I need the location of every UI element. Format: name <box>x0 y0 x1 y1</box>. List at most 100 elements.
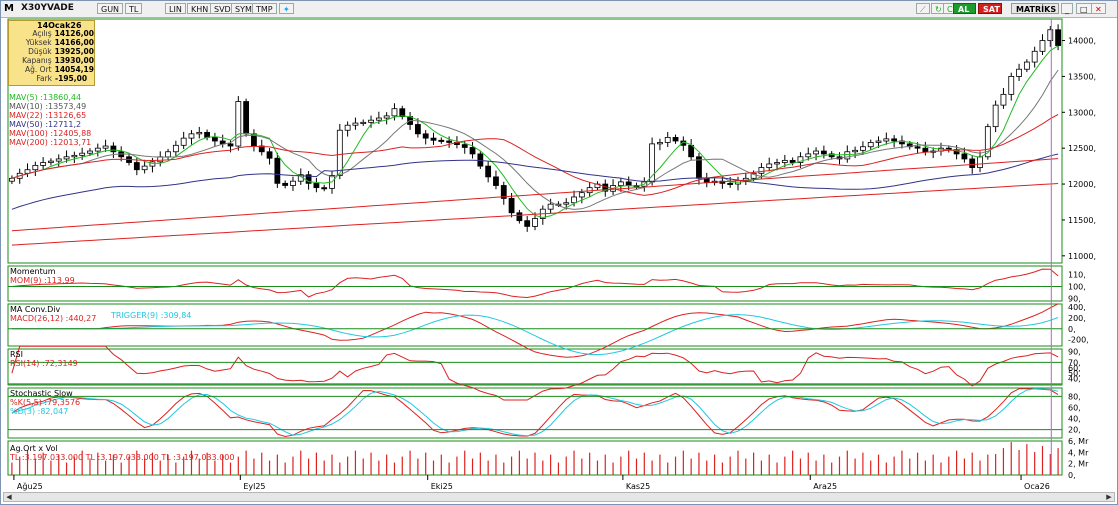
candle-body <box>1008 76 1015 95</box>
candle-body <box>789 159 796 163</box>
rsi-tick-label: 70, <box>1068 358 1081 367</box>
candle-body <box>891 138 898 142</box>
horizontal-scrollbar[interactable]: ◀ ▶ <box>3 492 1115 502</box>
scroll-left-icon[interactable]: ◀ <box>6 493 12 501</box>
candle-body <box>1023 61 1030 70</box>
x-axis-label: Ara25 <box>813 482 837 491</box>
resize-icon[interactable]: ⟋ <box>916 3 930 14</box>
minimize-icon[interactable]: _ <box>1061 3 1073 14</box>
candle-body <box>188 133 195 139</box>
candle-body <box>391 108 398 117</box>
candle-body <box>55 158 62 162</box>
mav10-line <box>11 69 1059 210</box>
candle-body <box>336 129 343 176</box>
candle-body <box>867 142 874 148</box>
candle-body <box>758 167 765 174</box>
info-high-label: Yüksek <box>25 37 52 47</box>
mav50-legend: MAV(50) :12711,2 <box>9 120 82 129</box>
candle-body <box>282 182 289 186</box>
candle-body <box>547 203 554 210</box>
macd-tick-label: 400, <box>1068 303 1086 312</box>
info-open-label: Açılış <box>32 29 52 38</box>
candle-body <box>414 124 421 135</box>
scroll-right-icon[interactable]: ▶ <box>1106 493 1112 501</box>
candle-body <box>110 145 117 153</box>
candle-body <box>657 142 663 145</box>
volume-legend: TL :3.197.033.000 TL :3.197.033.000 TL :… <box>10 453 235 462</box>
info-diff-value: -195,00 <box>55 73 88 83</box>
panel-macd <box>7 303 1063 347</box>
candle-body <box>141 165 148 171</box>
mav100-legend: MAV(100) :12405,88 <box>9 129 92 138</box>
panel-rsi <box>7 348 1063 386</box>
candle-body <box>274 157 281 184</box>
macd-title: MA Conv.Div <box>10 305 61 314</box>
candle-body <box>586 187 593 194</box>
candle-body <box>485 165 492 178</box>
candle-body <box>922 147 929 153</box>
info-low-value: 13925,00 <box>54 46 94 56</box>
candle-body <box>321 187 328 190</box>
mav100-line <box>11 158 1059 232</box>
toolbar-button-tmp[interactable]: TMP <box>252 3 277 14</box>
mav200-line <box>11 183 1059 246</box>
candle-body <box>243 101 250 135</box>
candle-body <box>805 153 812 158</box>
info-diff-label: Fark <box>36 73 52 83</box>
candle-body <box>79 152 86 156</box>
candle-body <box>94 147 101 152</box>
ohlc-info-box: 14Ocak26 Açılış 14126,00 Yüksek 14166,00 D… <box>8 20 95 86</box>
chart-canvas[interactable]: 14000, 13500, 13000, 12500, 12000, 11500, 1100… <box>1 1 1117 491</box>
candle-body <box>266 151 273 159</box>
candle-body <box>344 124 351 131</box>
stoch-tick-label: 20, <box>1068 426 1081 435</box>
volume-tick-label: 2, Mr <box>1068 460 1089 469</box>
volume-tick-label: 4, Mr <box>1068 448 1089 457</box>
momentum-title: Momentum <box>10 267 56 276</box>
info-close-value: 13930,00 <box>54 55 94 65</box>
candle-body <box>883 138 890 142</box>
candle-body <box>375 117 382 121</box>
candle-body <box>813 150 819 155</box>
twitter-icon[interactable]: ✦ <box>279 3 294 14</box>
candle-body <box>1055 29 1061 46</box>
candle-body <box>563 202 570 205</box>
price-tick-label: 13000, <box>1068 108 1096 117</box>
close-icon[interactable]: ✕ <box>1091 3 1106 14</box>
stoch-title: Stochastic Slow <box>10 389 73 398</box>
candle-body <box>750 172 757 179</box>
candle-body <box>852 149 859 153</box>
candle-body <box>63 156 70 160</box>
mav5-legend: MAV(5) :13860,44 <box>9 93 82 102</box>
symbol-label[interactable]: X30YVADE <box>21 3 74 13</box>
info-close-label: Kapanış <box>22 55 52 65</box>
candle-body <box>781 159 788 163</box>
macd-tick-label: 200, <box>1068 314 1086 323</box>
currency-button-tl[interactable]: TL <box>125 3 143 14</box>
candle-body <box>383 115 390 119</box>
stoch-k-legend: %K(5,5) :79,3576 <box>10 398 81 407</box>
buy-button[interactable]: AL <box>953 3 976 14</box>
candle-body <box>290 180 296 186</box>
period-button-gun[interactable]: GUN <box>97 3 124 14</box>
sell-button[interactable]: SAT <box>978 3 1002 14</box>
candle-body <box>438 139 445 142</box>
scale-button-lin[interactable]: LIN <box>165 3 186 14</box>
matriks-logo: M <box>4 3 14 14</box>
trigger-line <box>11 314 1059 356</box>
rsi-tick-label: 40, <box>1068 375 1081 384</box>
candle-body <box>992 104 999 128</box>
momentum-line <box>11 268 1059 299</box>
info-high-value: 14166,00 <box>54 37 94 47</box>
volume-tick-label: 6, Mr <box>1068 437 1089 446</box>
candle-body <box>446 140 453 143</box>
stoch-tick-label: 60, <box>1068 403 1081 412</box>
candle-body <box>1000 93 1007 106</box>
stoch-tick-label: 80, <box>1068 392 1081 401</box>
info-wavg-value: 14054,19 <box>54 64 94 74</box>
info-low-label: Düşük <box>28 46 52 56</box>
candle-body <box>399 108 406 117</box>
x-axis-label: Ağu25 <box>17 482 43 491</box>
candle-body <box>430 137 437 141</box>
